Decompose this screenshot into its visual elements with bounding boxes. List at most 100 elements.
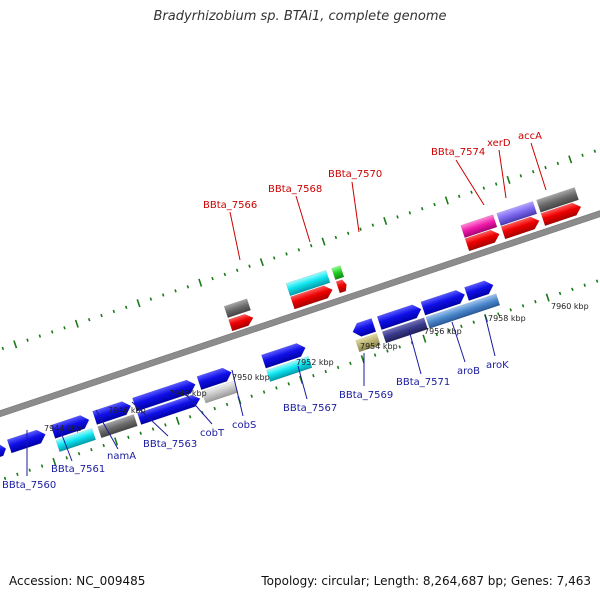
label-layer: BBta_7566 BBta_7568 BBta_7570 BBta_7574xerD… <box>2 131 589 491</box>
minor-tick <box>521 304 525 308</box>
minor-tick <box>482 186 486 190</box>
bottom-gene-label: BBta_7561 <box>51 464 105 475</box>
minor-tick <box>235 268 239 273</box>
minor-tick <box>285 252 288 256</box>
kbp-position-label: 7954 kbp <box>360 342 398 351</box>
minor-tick <box>334 235 338 240</box>
gene-feature <box>196 367 232 391</box>
minor-tick <box>312 373 315 378</box>
minor-tick <box>386 349 389 353</box>
top-leader-line <box>455 159 485 206</box>
gene-feature <box>425 293 501 329</box>
top-leader-line <box>530 142 547 191</box>
minor-tick <box>28 468 31 472</box>
accession-text: Accession: NC_009485 <box>9 574 146 588</box>
bottom-gene-label: BBta_7560 <box>2 480 56 491</box>
leader-lines <box>26 142 547 476</box>
gene-feature <box>331 265 345 281</box>
gene-feature <box>92 401 132 425</box>
minor-tick <box>124 305 128 309</box>
minor-tick <box>1 346 5 351</box>
minor-tick <box>544 165 547 170</box>
minor-tick <box>100 313 103 318</box>
minor-tick <box>40 464 44 468</box>
bottom-leader-line <box>231 369 244 417</box>
minor-tick <box>223 272 227 277</box>
gene-feature <box>335 279 347 294</box>
top-leader-line <box>498 149 507 199</box>
minor-tick <box>63 326 66 330</box>
minor-tick <box>188 415 192 419</box>
major-tick <box>114 437 119 446</box>
minor-tick <box>26 338 29 342</box>
bottom-leader-line <box>131 401 169 437</box>
minor-tick <box>593 149 597 153</box>
bottom-leader-line <box>484 314 496 357</box>
top-gene-label: BBta_7570 <box>328 169 382 180</box>
bottom-gene-label: BBta_7567 <box>283 403 337 414</box>
top-gene-label: BBta_7568 <box>268 184 322 195</box>
minor-tick <box>151 427 155 431</box>
minor-tick <box>225 402 229 407</box>
minor-tick <box>531 170 535 174</box>
minor-tick <box>186 285 190 289</box>
genome-backbone <box>0 151 600 474</box>
gene-feature <box>496 201 538 227</box>
topology-text: Topology: circular; Length: 8,264,687 bp… <box>261 574 591 588</box>
minor-tick <box>398 345 401 349</box>
kbp-position-label: 7944 kbp <box>44 424 82 433</box>
minor-tick <box>324 369 327 374</box>
major-tick <box>444 196 449 205</box>
minor-tick <box>470 190 473 194</box>
bottom-leader-line <box>181 389 213 425</box>
top-gene-label: xerD <box>487 138 511 149</box>
minor-tick <box>164 423 167 427</box>
kbp-position-label: 7956 kbp <box>424 327 462 336</box>
kbp-position-label: 7948 kbp <box>169 389 207 398</box>
major-tick <box>506 175 511 184</box>
gene-feature <box>261 343 306 369</box>
minor-tick <box>349 361 352 365</box>
minor-tick <box>139 431 142 435</box>
minor-tick <box>556 161 560 166</box>
top-gene-label: BBta_7566 <box>203 200 257 211</box>
bottom-leader-line <box>297 365 308 400</box>
minor-tick <box>472 320 475 324</box>
minor-tick <box>396 215 399 219</box>
minor-tick <box>460 324 463 329</box>
gene-feature <box>540 202 582 227</box>
minor-tick <box>297 248 301 252</box>
minor-tick <box>38 334 42 338</box>
minor-tick <box>77 452 81 456</box>
minor-tick <box>346 231 350 236</box>
bottom-leader-line <box>408 329 422 375</box>
minor-tick <box>65 456 68 460</box>
minor-tick <box>359 227 362 231</box>
gene-feature <box>137 394 201 425</box>
minor-tick <box>149 297 153 301</box>
minor-tick <box>373 353 377 357</box>
major-tick <box>136 299 141 308</box>
gene-layer <box>0 187 582 460</box>
gene-feature <box>285 269 331 297</box>
gene-feature <box>464 280 494 301</box>
minor-tick <box>309 243 313 248</box>
minor-tick <box>433 202 436 207</box>
gene-feature <box>97 414 138 439</box>
gene-feature <box>420 289 466 316</box>
gene-feature <box>290 285 333 310</box>
top-leader-line <box>229 211 241 261</box>
minor-tick <box>50 330 54 334</box>
bottom-leader-line <box>59 429 73 462</box>
minor-tick <box>213 406 216 411</box>
bottom-leader-line <box>95 409 119 450</box>
gene-feature <box>376 304 422 331</box>
bottom-gene-label: BBta_7569 <box>339 390 393 401</box>
gene-feature <box>266 355 313 382</box>
major-tick <box>259 258 264 267</box>
genome-band <box>0 149 600 481</box>
minor-tick <box>287 382 290 386</box>
kbp-position-label: 7950 kbp <box>232 373 270 382</box>
gene-feature <box>228 313 254 332</box>
